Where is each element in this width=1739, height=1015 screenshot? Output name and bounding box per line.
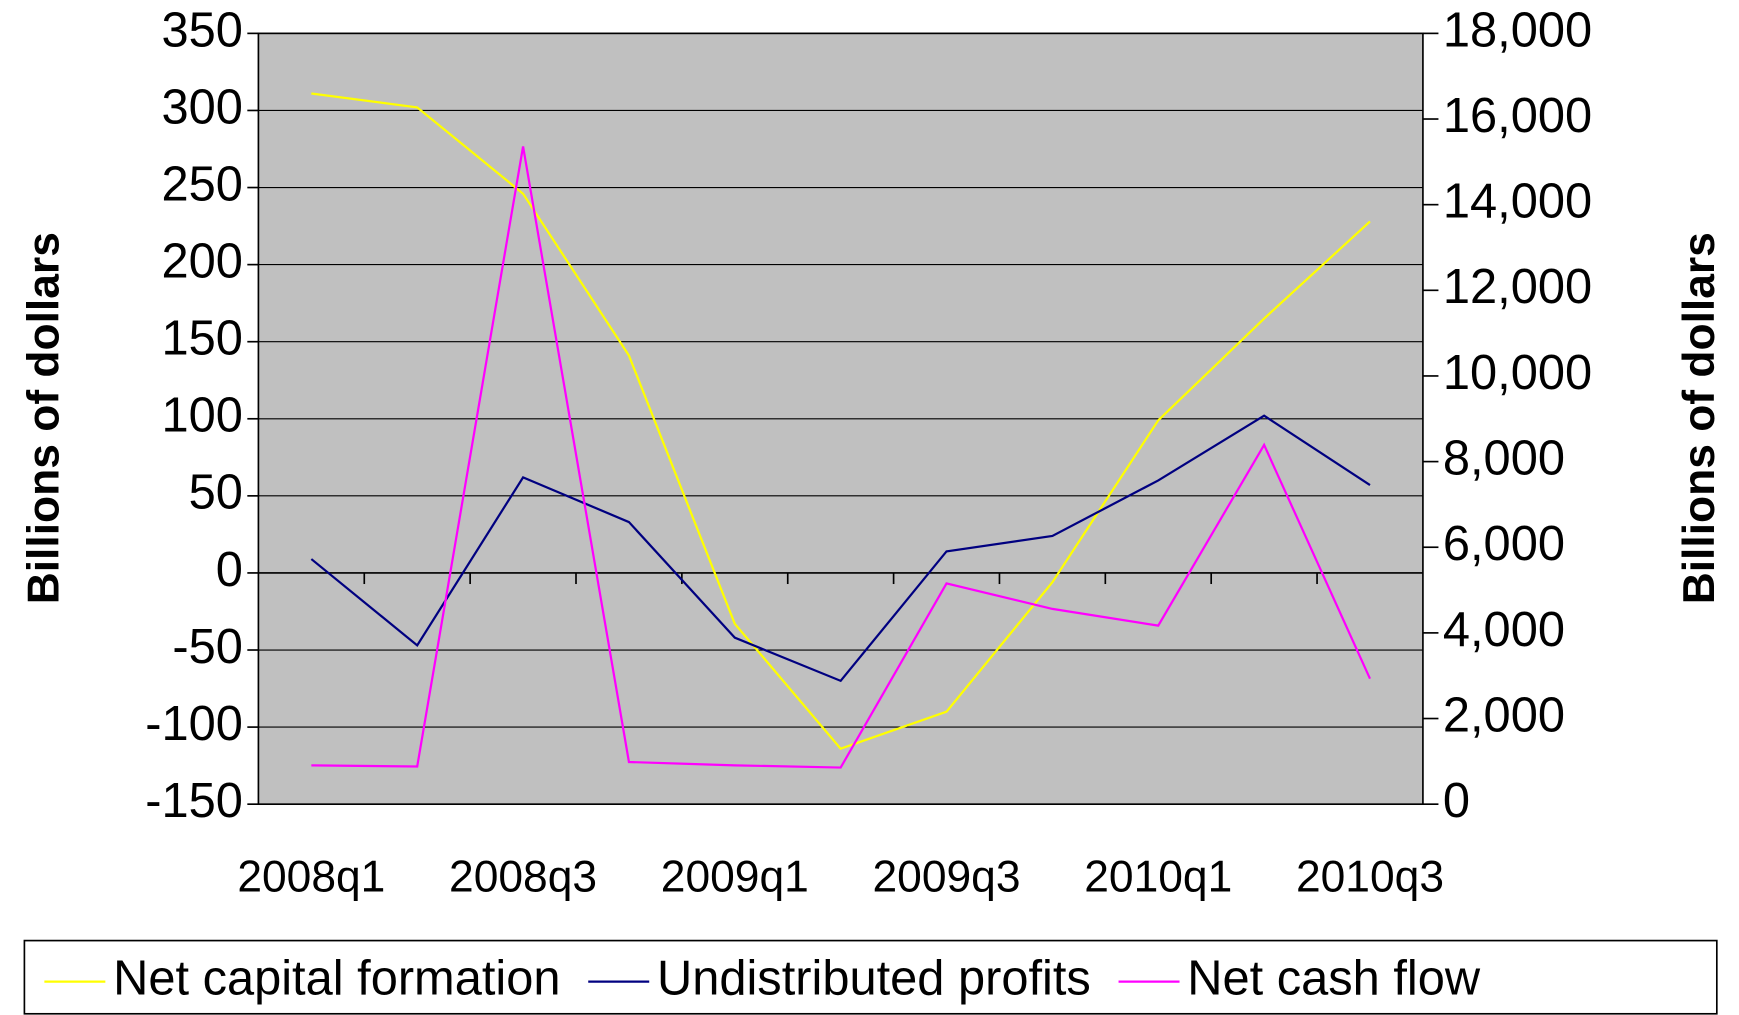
y2-tick-label: 14,000 [1443, 175, 1592, 229]
legend-label: Net cash flow [1187, 952, 1481, 1006]
legend [23, 939, 1718, 1015]
y2-tick-label: 18,000 [1443, 3, 1592, 57]
y-tick-label: -100 [145, 697, 243, 751]
series-line [311, 92, 1371, 750]
y-tick-label: 250 [161, 157, 242, 211]
y2-tick-label: 2,000 [1443, 688, 1565, 742]
x-tick-label: 2010q3 [1296, 852, 1444, 901]
plot-border [257, 32, 1424, 806]
y2-tick-label: 6,000 [1443, 517, 1565, 571]
y2-tick-label: 16,000 [1443, 89, 1592, 143]
legend-label: Undistributed profits [657, 952, 1091, 1006]
y-tick-label: 50 [189, 466, 243, 520]
y2-axis-title: Billions of dollars [1675, 232, 1724, 604]
y-tick-label: 350 [161, 3, 242, 57]
y2-tick-label: 12,000 [1443, 260, 1592, 314]
y2-tick-label: 8,000 [1443, 431, 1565, 485]
y2-tick-label: 0 [1443, 774, 1470, 828]
y2-tick-label: 4,000 [1443, 603, 1565, 657]
y-tick-label: 200 [161, 235, 242, 289]
y-tick-label: 300 [161, 80, 242, 134]
y-tick-label: 0 [216, 543, 243, 597]
series-line [310, 414, 1371, 683]
series-line [311, 146, 1371, 769]
y2-tick-label: 10,000 [1443, 346, 1592, 400]
x-tick-label: 2009q1 [661, 852, 809, 901]
y-tick-label: 100 [161, 389, 242, 443]
x-tick-label: 2008q1 [237, 852, 385, 901]
y-axis-title: Billions of dollars [19, 232, 68, 604]
y-tick-label: -150 [145, 774, 243, 828]
x-tick-label: 2008q3 [449, 852, 597, 901]
x-tick-label: 2009q3 [873, 852, 1021, 901]
x-tick-label: 2010q1 [1084, 852, 1232, 901]
legend-label: Net capital formation [113, 952, 560, 1006]
y-tick-label: -50 [172, 620, 243, 674]
y-tick-label: 150 [161, 312, 242, 366]
